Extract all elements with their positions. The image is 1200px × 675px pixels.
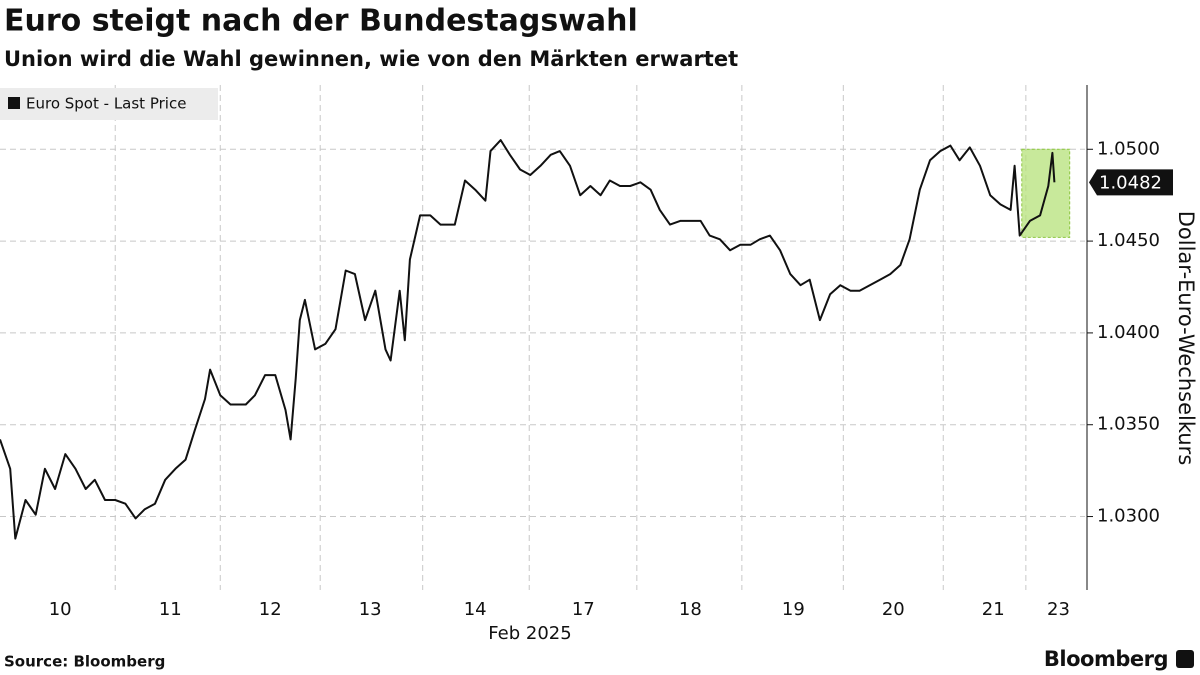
x-tick-label: 12 bbox=[259, 599, 282, 620]
last-price-tag bbox=[1089, 169, 1173, 196]
y-tick-label: 1.0450 bbox=[1097, 230, 1160, 251]
legend: Euro Spot - Last Price bbox=[0, 88, 218, 120]
y-axis-label: Dollar-Euro-Wechselkurs bbox=[1174, 211, 1198, 466]
last-price-label: 1.0482 bbox=[1099, 172, 1162, 193]
x-tick-label: 19 bbox=[782, 599, 805, 620]
x-tick-label: 11 bbox=[159, 599, 182, 620]
x-axis-label: Feb 2025 bbox=[488, 623, 571, 644]
x-tick-label: 10 bbox=[49, 599, 72, 620]
x-tick-label: 21 bbox=[982, 599, 1005, 620]
x-tick-label: 18 bbox=[679, 599, 702, 620]
chart-subtitle: Union wird die Wahl gewinnen, wie von de… bbox=[4, 47, 738, 71]
x-tick-label: 23 bbox=[1047, 599, 1070, 620]
x-tick-label: 20 bbox=[882, 599, 905, 620]
x-tick-label: 17 bbox=[572, 599, 595, 620]
y-tick-label: 1.0350 bbox=[1097, 414, 1160, 435]
brand-icon bbox=[1176, 650, 1194, 668]
x-tick-label: 13 bbox=[359, 599, 382, 620]
x-tick-label: 14 bbox=[464, 599, 487, 620]
legend-box bbox=[0, 88, 218, 120]
price-line bbox=[0, 139, 1056, 540]
legend-label: Euro Spot - Last Price bbox=[26, 95, 186, 113]
source: Source: Bloomberg bbox=[4, 653, 165, 671]
y-tick-label: 1.0500 bbox=[1097, 138, 1160, 159]
y-tick-label: 1.0400 bbox=[1097, 322, 1160, 343]
legend-swatch bbox=[8, 97, 20, 109]
brand-logo: Bloomberg bbox=[1044, 647, 1168, 671]
y-tick-label: 1.0300 bbox=[1097, 506, 1160, 527]
chart-title: Euro steigt nach der Bundestagswahl bbox=[4, 4, 638, 39]
